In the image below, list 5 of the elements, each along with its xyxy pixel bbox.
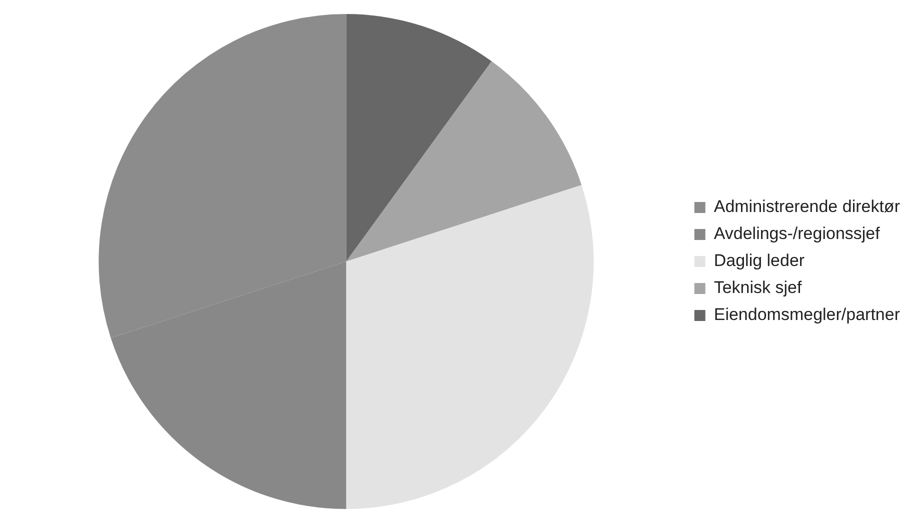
legend-label: Administrerende direktør xyxy=(714,197,900,216)
legend-label: Daglig leder xyxy=(714,251,805,270)
legend-label: Avdelings-/regionssjef xyxy=(714,224,880,244)
legend-label: Teknisk sjef xyxy=(714,278,802,298)
legend-label: Eiendomsmegler/partner xyxy=(714,305,900,324)
